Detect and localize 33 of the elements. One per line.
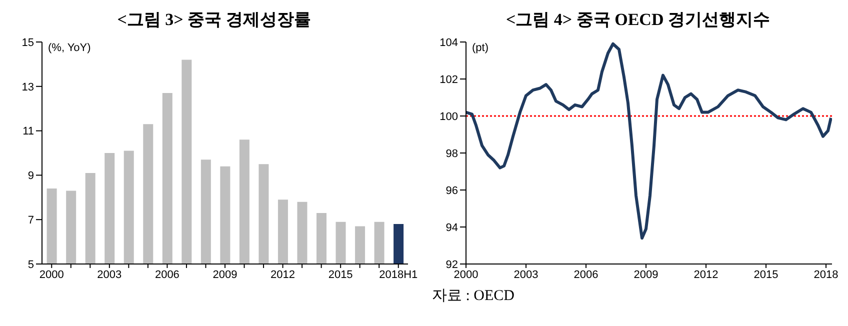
text: 자료 : OECD: [432, 287, 516, 305]
x-tick-label: 2000: [39, 268, 64, 281]
x-tick-label: 2000: [454, 268, 478, 281]
y-tick-label: 94: [446, 222, 458, 234]
x-tick-label: 2012: [694, 268, 718, 281]
chart-title: <그림 3> 중국 경제성장률: [116, 9, 312, 31]
y-axis-title: (pt): [472, 42, 488, 54]
y-tick-label: 100: [440, 110, 458, 123]
y-tick-label: 92: [446, 258, 458, 271]
y-tick-label: 9: [28, 170, 34, 182]
y-tick-label: 98: [446, 148, 458, 160]
y-tick-label: 11: [22, 126, 34, 138]
y-tick-label: 96: [446, 184, 458, 197]
y-axis-title: (%, YoY): [48, 42, 91, 54]
line-series: [466, 42, 832, 240]
x-tick-label: 2009: [634, 268, 658, 281]
y-tick-label: 104: [440, 36, 458, 49]
x-tick-label: 2003: [97, 268, 122, 281]
x-tick-label: 2018: [814, 268, 838, 281]
x-tick-label: 2006: [574, 268, 598, 281]
y-tick-label: 5: [28, 258, 34, 271]
x-tick-label: 2012: [270, 268, 296, 281]
x-tick-label: 2015: [328, 268, 353, 281]
x-tick-label: 2009: [212, 268, 238, 281]
y-tick-label: 15: [22, 36, 34, 49]
x-tick-label: 2003: [514, 268, 538, 281]
x-tick-label: 2006: [154, 268, 180, 281]
x-tick-label: 2015: [754, 268, 778, 281]
y-tick-label: 102: [440, 74, 458, 86]
y-tick-label: 7: [28, 214, 34, 227]
chart-title: <그림 4> 중국 OECD 경기선행지수: [505, 9, 771, 31]
y-tick-label: 13: [22, 81, 34, 94]
x-tick-label: 2018H1: [379, 268, 418, 281]
